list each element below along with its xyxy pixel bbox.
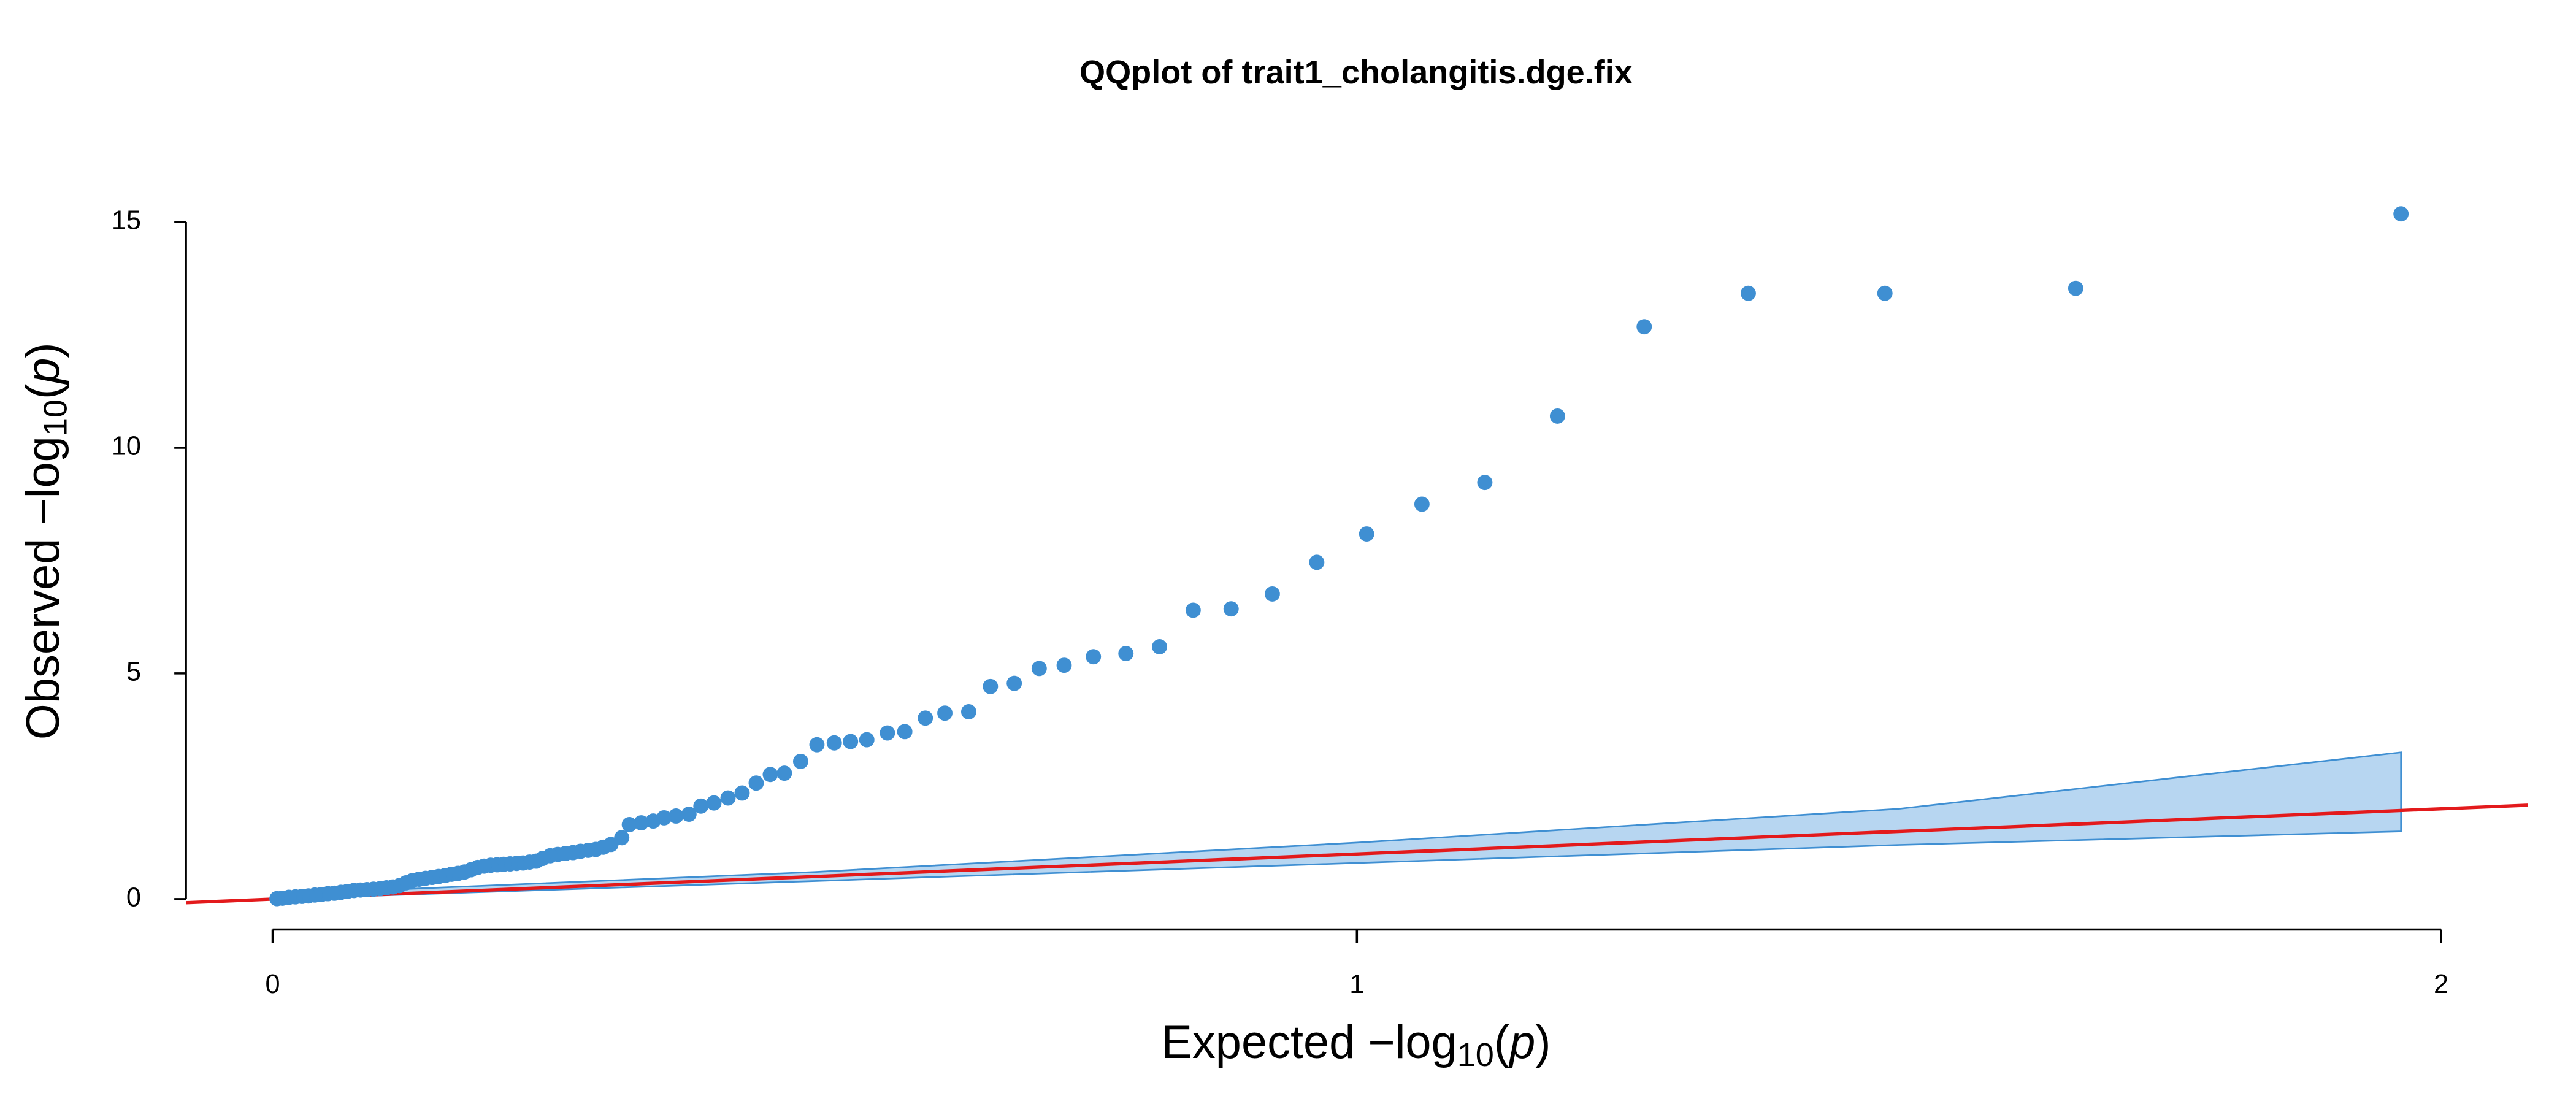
data-point	[1056, 657, 1072, 673]
y-axis-label: Observed −log10(p)	[17, 342, 74, 740]
data-point	[1031, 661, 1047, 677]
label-part: )	[1535, 1016, 1551, 1068]
data-point	[1152, 639, 1168, 654]
confidence-band	[272, 751, 2402, 900]
data-point	[859, 732, 875, 748]
data-point	[1309, 554, 1325, 570]
reference-line	[185, 803, 2528, 905]
data-point	[1414, 496, 1430, 512]
data-point	[918, 710, 933, 726]
label-part: )	[17, 342, 69, 358]
data-point	[720, 790, 736, 806]
x-tick-label: 1	[1349, 970, 1364, 999]
data-point	[734, 785, 750, 801]
y-tick-label: 5	[126, 657, 141, 686]
label-part: p	[17, 358, 69, 385]
chart-title: QQplot of trait1_cholangitis.dge.fix	[1079, 54, 1633, 91]
label-part: Expected −log	[1161, 1016, 1457, 1068]
x-tick-label: 0	[265, 970, 280, 999]
label-part: 10	[1457, 1037, 1494, 1073]
data-point	[748, 775, 764, 791]
label-part: Observed −log	[17, 436, 69, 740]
data-point	[693, 798, 709, 814]
data-point	[843, 734, 859, 749]
data-point	[1264, 586, 1280, 602]
data-point	[983, 678, 999, 694]
y-tick-label: 0	[126, 883, 141, 912]
data-point	[1006, 675, 1022, 691]
label-part: p	[1508, 1016, 1535, 1068]
data-point	[681, 807, 697, 822]
data-point	[762, 767, 778, 783]
data-point	[1359, 526, 1374, 542]
data-point	[937, 705, 953, 721]
data-point	[897, 724, 913, 740]
x-tick-label: 2	[2434, 970, 2448, 999]
data-point	[880, 725, 895, 741]
data-point	[2068, 280, 2083, 296]
data-point	[1086, 649, 1102, 665]
data-point	[2393, 206, 2409, 222]
data-point	[1877, 285, 1893, 301]
data-point	[1223, 601, 1239, 617]
data-point	[706, 795, 722, 811]
data-point	[269, 891, 285, 907]
label-part: 10	[37, 399, 74, 436]
data-point	[1185, 602, 1201, 618]
data-point	[634, 815, 650, 830]
data-point	[1477, 475, 1493, 491]
data-point	[960, 704, 976, 719]
label-part: (	[1494, 1016, 1509, 1068]
data-point	[621, 817, 637, 832]
x-axis-label: Expected −log10(p)	[1161, 1016, 1551, 1073]
data-point	[668, 808, 684, 824]
data-point	[809, 737, 825, 753]
data-point	[1636, 319, 1652, 335]
label-part: (	[17, 384, 69, 399]
data-point	[826, 735, 842, 751]
data-point	[776, 765, 792, 781]
data-point	[645, 813, 661, 829]
data-point	[1741, 285, 1756, 301]
data-point	[1118, 646, 1134, 661]
y-tick-label: 10	[112, 431, 141, 461]
y-tick-label: 15	[112, 205, 141, 235]
data-point	[792, 753, 808, 769]
data-point	[1549, 408, 1565, 424]
